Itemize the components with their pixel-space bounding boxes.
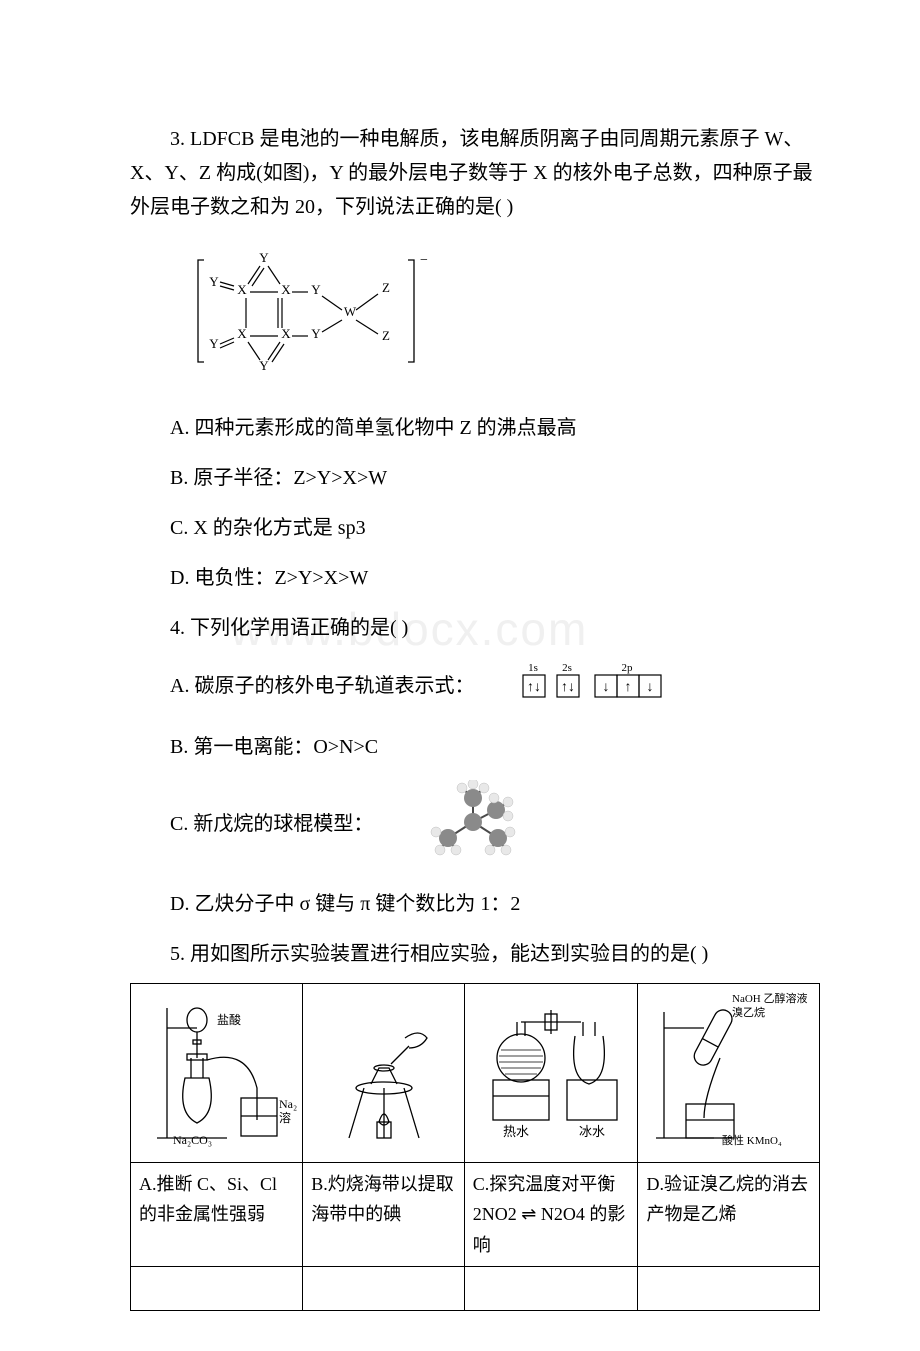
q4-orbital-diagram: 1s 2s 2p ↑↓ ↑↓ ↓ ↑ xyxy=(479,661,679,714)
svg-text:W: W xyxy=(344,304,357,319)
svg-text:Z: Z xyxy=(382,328,390,343)
q5-cell-c-figure: 热水 冰水 xyxy=(464,984,638,1163)
svg-text:酸性 KMnO₄: 酸性 KMnO₄ xyxy=(722,1133,782,1147)
q5-cell-a-figure: 盐酸 Na₂CO₃ Na₂ 溶 xyxy=(131,984,303,1163)
svg-text:热水: 热水 xyxy=(503,1124,529,1139)
svg-text:↓: ↓ xyxy=(603,680,610,695)
orbital-label-1s: 1s xyxy=(529,662,539,674)
q3-opt-a: A. 四种元素形成的简单氢化物中 Z 的沸点最高 xyxy=(130,411,820,445)
orbital-label-2p: 2p xyxy=(622,662,634,674)
svg-text:NaOH 乙醇溶液: NaOH 乙醇溶液 xyxy=(732,991,807,1005)
svg-text:Y: Y xyxy=(311,282,321,297)
q5-caption-b: B.灼烧海带以提取海带中的碘 xyxy=(303,1162,465,1267)
svg-text:溶: 溶 xyxy=(279,1110,291,1125)
svg-text:Y: Y xyxy=(311,326,321,341)
q4-stem: 4. 下列化学用语正确的是( ) xyxy=(130,611,820,645)
q3-opt-d: D. 电负性：Z>Y>X>W xyxy=(130,561,820,595)
q4-c-prefix: C. 新戊烷的球棍模型： xyxy=(170,813,373,835)
svg-text:Y: Y xyxy=(259,358,269,373)
q4-opt-d: D. 乙炔分子中 σ 键与 π 键个数比为 1：2 xyxy=(130,887,820,921)
q5-cell-b-figure xyxy=(303,984,465,1163)
svg-text:Na₂: Na₂ xyxy=(279,1097,297,1111)
q5-table: 盐酸 Na₂CO₃ Na₂ 溶 xyxy=(130,983,820,1311)
svg-text:↑↓: ↑↓ xyxy=(561,680,575,695)
q5-caption-c: C.探究温度对平衡 2NO2 ⇌ N2O4 的影响 xyxy=(464,1162,638,1267)
q5-caption-a: A.推断 C、Si、Cl 的非金属性强弱 xyxy=(131,1162,303,1267)
svg-text:盐酸: 盐酸 xyxy=(217,1012,241,1027)
q3-stem: 3. LDFCB 是电池的一种电解质，该电解质阴离子由同周期元素原子 W、X、Y… xyxy=(130,122,820,224)
q3-opt-c: C. X 的杂化方式是 sp3 xyxy=(130,511,820,545)
q5-empty-b xyxy=(303,1267,465,1311)
svg-text:冰水: 冰水 xyxy=(579,1124,605,1139)
q5-empty-d xyxy=(638,1267,820,1311)
q4-ballstick-model xyxy=(378,780,528,871)
svg-text:↓: ↓ xyxy=(647,680,654,695)
q5-stem: 5. 用如图所示实验装置进行相应实验，能达到实验目的的是( ) xyxy=(130,937,820,971)
svg-text:溴乙烷: 溴乙烷 xyxy=(732,1005,765,1019)
svg-text:Na₂CO₃: Na₂CO₃ xyxy=(173,1133,212,1147)
svg-text:Z: Z xyxy=(382,280,390,295)
q4-opt-c: C. 新戊烷的球棍模型： xyxy=(130,780,820,871)
q3-diagram: − Y X X X X Y Y Y Y Y W xyxy=(190,242,820,393)
orbital-label-2s: 2s xyxy=(563,662,573,674)
q4-a-prefix: A. 碳原子的核外电子轨道表示式： xyxy=(170,675,474,697)
svg-text:X: X xyxy=(237,282,247,297)
q5-cell-d-figure: NaOH 乙醇溶液 溴乙烷 酸性 KMnO₄ xyxy=(638,984,820,1163)
q3-charge: − xyxy=(420,253,428,268)
q5-empty-c xyxy=(464,1267,638,1311)
q5-empty-a xyxy=(131,1267,303,1311)
q4-opt-b: B. 第一电离能：O>N>C xyxy=(130,730,820,764)
svg-text:↑: ↑ xyxy=(625,680,632,695)
q5-caption-d: D.验证溴乙烷的消去产物是乙烯 xyxy=(638,1162,820,1267)
svg-text:X: X xyxy=(237,326,247,341)
svg-text:↑↓: ↑↓ xyxy=(527,680,541,695)
svg-text:Y: Y xyxy=(209,274,219,289)
svg-text:X: X xyxy=(281,282,291,297)
q4-opt-a: A. 碳原子的核外电子轨道表示式： 1s 2s 2p xyxy=(130,661,820,714)
svg-text:Y: Y xyxy=(259,250,269,265)
svg-text:Y: Y xyxy=(209,336,219,351)
svg-text:X: X xyxy=(281,326,291,341)
q3-opt-b: B. 原子半径：Z>Y>X>W xyxy=(130,461,820,495)
